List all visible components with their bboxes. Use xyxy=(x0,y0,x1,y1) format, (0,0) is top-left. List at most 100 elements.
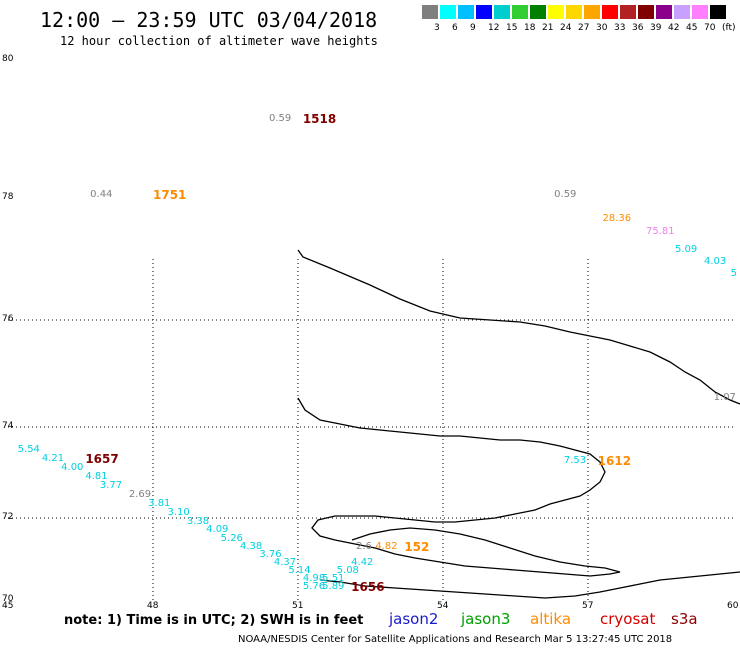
scale-swatch xyxy=(602,5,619,19)
swh-value: 4.98 xyxy=(302,572,326,584)
page-title: 12:00 – 23:59 UTC 03/04/2018 xyxy=(40,8,378,32)
swh-value: 4.21 xyxy=(41,452,65,464)
lat-tick-label: 78 xyxy=(2,192,14,202)
scale-label: 33 xyxy=(614,23,626,33)
lon-tick-label: 57 xyxy=(582,601,594,611)
lat-tick-label: 76 xyxy=(2,314,14,324)
satellite-legend-altika: altika xyxy=(530,610,572,628)
swh-value: 2.69 xyxy=(128,489,152,501)
pass-time-label: 1751 xyxy=(153,187,187,202)
coastline xyxy=(297,249,740,599)
coastline-south-island xyxy=(297,397,621,577)
swh-value: 4.00 xyxy=(61,461,84,473)
scale-swatch xyxy=(458,5,475,19)
scale-label: 39 xyxy=(650,23,662,33)
swh-value: 5.09 xyxy=(675,243,698,255)
scale-swatch xyxy=(674,5,691,19)
swh-value: 4.81 xyxy=(85,471,108,483)
scale-label: 21 xyxy=(542,23,554,33)
pass-time-label: 1656 xyxy=(351,579,385,594)
scale-swatch xyxy=(422,5,439,19)
scale-label: 3 xyxy=(434,23,440,33)
lon-tick-label: 54 xyxy=(437,601,449,611)
scale-label: 27 xyxy=(578,23,590,33)
lat-tick-label: 80 xyxy=(2,54,14,64)
scale-label: 70 xyxy=(704,23,716,33)
scale-swatch xyxy=(440,5,457,19)
scale-swatch xyxy=(512,5,529,19)
swh-value: 4.03 xyxy=(704,256,727,268)
lat-tick-label: 70 xyxy=(2,594,14,604)
page-subtitle: 12 hour collection of altimeter wave hei… xyxy=(60,34,378,48)
lon-tick-label: 60 xyxy=(727,601,739,611)
scale-label: 36 xyxy=(632,23,644,33)
swh-value: 5.26 xyxy=(220,532,243,544)
coastline-main xyxy=(297,249,740,405)
swh-value: 2.6 xyxy=(356,540,372,552)
lon-tick-label: 51 xyxy=(292,601,304,611)
swh-value: 0.59 xyxy=(269,112,292,124)
lon-tick-label: 45 xyxy=(2,601,14,611)
swh-value: 0.44 xyxy=(90,188,113,200)
scale-label: 18 xyxy=(524,23,536,33)
scale-swatch xyxy=(620,5,637,19)
lat-tick-label: 74 xyxy=(2,421,14,431)
footer-credit: NOAA/NESDIS Center for Satellite Applica… xyxy=(238,634,673,645)
swh-value: 5.76 xyxy=(302,580,326,592)
scale-label: 15 xyxy=(506,23,518,33)
swh-value: 5.08 xyxy=(336,565,359,577)
scale-swatch xyxy=(710,5,727,19)
scale-swatch xyxy=(530,5,547,19)
swh-value: 3.10 xyxy=(167,507,190,519)
pass-time-label: 1518 xyxy=(302,111,337,126)
swh-value: 3.76 xyxy=(259,548,282,560)
swh-value: 5 xyxy=(730,268,737,280)
swh-value: 5.54 xyxy=(17,443,40,455)
scale-swatch xyxy=(584,5,601,19)
swh-value: 3.77 xyxy=(99,480,123,492)
swh-value: 4.37 xyxy=(273,557,297,569)
lon-tick-label: 48 xyxy=(147,601,159,611)
scale-label: 12 xyxy=(488,23,500,33)
scale-label: 30 xyxy=(596,23,608,33)
satellite-legend-s3a: s3a xyxy=(671,610,698,628)
swh-value: 3.81 xyxy=(148,498,171,510)
pass-time-label: 1612 xyxy=(597,454,632,469)
scale-swatch xyxy=(476,5,493,19)
satellite-legend-cryosat: cryosat xyxy=(600,610,656,628)
scale-label: 9 xyxy=(470,23,476,33)
swh-value: 28.36 xyxy=(602,213,632,225)
swh-value: 75.81 xyxy=(646,225,675,237)
satellite-legend-jason3: jason3 xyxy=(461,610,511,628)
scale-swatch xyxy=(638,5,655,19)
swh-value: 0.59 xyxy=(554,188,577,200)
swh-value: 5.14 xyxy=(288,565,311,577)
pass-time-label: 152 xyxy=(404,539,430,554)
scale-label: 42 xyxy=(668,23,680,33)
swh-value: 4.09 xyxy=(206,524,229,536)
satellite-legend-jason2: jason2 xyxy=(389,610,439,628)
coastline-mainland xyxy=(319,571,740,599)
scale-label: 6 xyxy=(452,23,458,33)
scale-swatch xyxy=(566,5,583,19)
lat-tick-label: 72 xyxy=(2,512,14,522)
scale-swatch xyxy=(692,5,709,19)
pass-time-label: 1657 xyxy=(85,451,119,466)
swh-value: 4.38 xyxy=(240,540,263,552)
swh-value: 5.51 xyxy=(322,572,345,584)
swh-value: 4.82 xyxy=(375,540,398,552)
scale-label: (ft) xyxy=(722,23,736,33)
swh-value: 1.07 xyxy=(713,391,736,403)
scale-swatch xyxy=(494,5,511,19)
scale-label: 24 xyxy=(560,23,572,33)
swh-value: 3.38 xyxy=(186,516,210,528)
swh-value: 7.53 xyxy=(563,455,587,467)
swh-value: 5.89 xyxy=(322,580,345,592)
scale-swatch xyxy=(548,5,565,19)
swh-value: 4.42 xyxy=(351,557,374,569)
scale-swatch xyxy=(656,5,673,19)
note-text: note: 1) Time is in UTC; 2) SWH is in fe… xyxy=(64,613,364,628)
scale-label: 45 xyxy=(686,23,698,33)
